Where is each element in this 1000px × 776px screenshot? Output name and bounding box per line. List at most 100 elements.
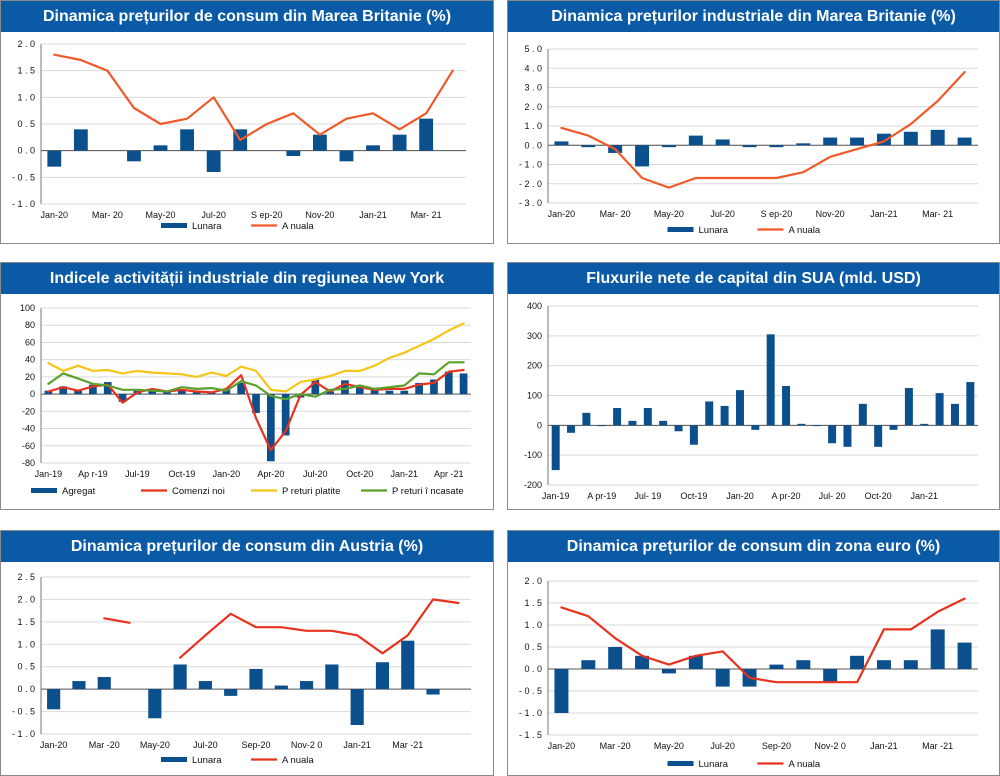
y-tick-label: 0 . 0 bbox=[17, 146, 35, 156]
bar bbox=[751, 425, 760, 430]
y-tick-label: 1 . 5 bbox=[17, 617, 35, 627]
x-tick-label: Jan-20 bbox=[40, 740, 68, 750]
bar bbox=[311, 379, 320, 395]
y-tick-label: 200 bbox=[527, 361, 542, 371]
bar bbox=[688, 655, 703, 669]
y-tick-label: 80 bbox=[25, 320, 35, 330]
bar bbox=[635, 145, 650, 167]
y-tick-label: - 2 . 0 bbox=[519, 179, 542, 189]
bar bbox=[370, 388, 379, 395]
y-tick-label: - 1 . 0 bbox=[12, 199, 35, 209]
y-tick-label: 0 . 0 bbox=[524, 664, 542, 674]
x-tick-label: Nov-20 bbox=[305, 210, 334, 220]
bar bbox=[876, 133, 891, 146]
x-tick-label: A pr-20 bbox=[772, 491, 801, 501]
x-tick-label: May-20 bbox=[146, 210, 176, 220]
bar bbox=[249, 668, 263, 690]
x-tick-label: Apr-20 bbox=[257, 469, 284, 479]
bar bbox=[426, 689, 440, 695]
chart-at-cpi: 2 . 5 2 . 0 1 . 5 1 . 0 0 . 5 0 . 0 - 0 . 5 - 1… bbox=[12, 572, 471, 766]
x-tick-label: Jan-19 bbox=[35, 469, 63, 479]
legend-label: Lunara bbox=[699, 759, 729, 770]
series-line bbox=[179, 598, 460, 659]
bar bbox=[274, 685, 288, 690]
bar bbox=[889, 425, 898, 430]
bar bbox=[715, 139, 730, 146]
bar bbox=[355, 385, 364, 395]
x-tick-label: Sep-20 bbox=[241, 740, 270, 750]
legend-label: Lunara bbox=[699, 225, 729, 236]
bar bbox=[689, 425, 698, 445]
bar bbox=[148, 389, 157, 395]
bar bbox=[850, 137, 865, 146]
legend-label: A nuala bbox=[789, 225, 821, 236]
bar bbox=[904, 388, 913, 426]
chart-title: Dinamica prețurilor de consum din Austri… bbox=[1, 531, 493, 562]
y-tick-label: 40 bbox=[25, 355, 35, 365]
y-tick-label: 0 bbox=[30, 389, 35, 399]
x-tick-label: Jan-20 bbox=[548, 209, 576, 219]
chart-title: Fluxurile nete de capital din SUA (mld. … bbox=[508, 263, 999, 294]
bar bbox=[300, 681, 314, 690]
legend-label: A nuala bbox=[789, 759, 821, 770]
x-tick-label: Nov-2 0 bbox=[814, 741, 846, 751]
bar bbox=[828, 425, 837, 444]
legend-swatch bbox=[667, 761, 694, 766]
y-tick-label: -200 bbox=[524, 480, 542, 490]
bar bbox=[850, 655, 865, 669]
bar bbox=[930, 129, 945, 146]
y-tick-label: -100 bbox=[524, 450, 542, 460]
bar bbox=[957, 137, 972, 146]
y-tick-label: 2 . 0 bbox=[524, 102, 542, 112]
y-tick-label: 0 bbox=[537, 420, 542, 430]
x-tick-label: Nov-20 bbox=[816, 209, 845, 219]
x-tick-label: Oct-19 bbox=[680, 491, 707, 501]
bar bbox=[325, 664, 339, 690]
x-tick-label: Jan-20 bbox=[726, 491, 754, 501]
bar bbox=[930, 629, 945, 669]
y-tick-label: 3 . 0 bbox=[524, 83, 542, 93]
series-line bbox=[47, 322, 465, 393]
chart-uk-ppi: 5 . 0 4 . 0 3 . 0 2 . 0 1 . 0 0 . 0 - 1 . 0 - 2… bbox=[519, 44, 978, 236]
bar bbox=[153, 145, 168, 151]
bar bbox=[688, 135, 703, 146]
bar bbox=[222, 389, 231, 395]
y-tick-label: 20 bbox=[25, 372, 35, 382]
bar bbox=[118, 394, 127, 402]
bar bbox=[73, 129, 88, 151]
bar bbox=[444, 371, 453, 395]
x-tick-label: Jan-21 bbox=[343, 740, 371, 750]
chart-title: Dinamica prețurilor de consum din zona e… bbox=[508, 531, 999, 562]
bar bbox=[59, 386, 68, 395]
bar bbox=[935, 393, 944, 426]
bar bbox=[385, 390, 394, 395]
y-tick-label: 2 . 0 bbox=[17, 39, 35, 49]
x-tick-label: Mar- 21 bbox=[411, 210, 442, 220]
y-tick-label: 2 . 0 bbox=[17, 594, 35, 604]
x-tick-label: May-20 bbox=[654, 209, 684, 219]
legend-swatch bbox=[161, 757, 187, 762]
panel-us-tic: Fluxurile nete de capital din SUA (mld. … bbox=[507, 262, 1000, 510]
bar bbox=[400, 390, 409, 395]
y-tick-label: 1 . 0 bbox=[524, 620, 542, 630]
x-tick-label: May-20 bbox=[140, 740, 170, 750]
bar bbox=[635, 655, 650, 669]
bar bbox=[419, 118, 434, 151]
x-tick-label: Mar -21 bbox=[392, 740, 423, 750]
y-tick-label: - 1 . 5 bbox=[519, 730, 542, 740]
y-tick-label: 100 bbox=[527, 391, 542, 401]
x-tick-label: Mar- 20 bbox=[92, 210, 123, 220]
x-tick-label: Mar -20 bbox=[89, 740, 120, 750]
legend-label: P returi platite bbox=[282, 486, 340, 497]
x-tick-label: Jan-21 bbox=[870, 209, 898, 219]
bar bbox=[582, 412, 591, 426]
y-tick-label: 5 . 0 bbox=[524, 44, 542, 54]
bar bbox=[266, 394, 275, 462]
x-tick-label: Jan-21 bbox=[870, 741, 898, 751]
bar bbox=[742, 145, 757, 148]
x-tick-label: Jul-20 bbox=[193, 740, 218, 750]
legend-swatch bbox=[31, 488, 57, 493]
bar bbox=[661, 145, 676, 148]
bar bbox=[173, 664, 187, 690]
